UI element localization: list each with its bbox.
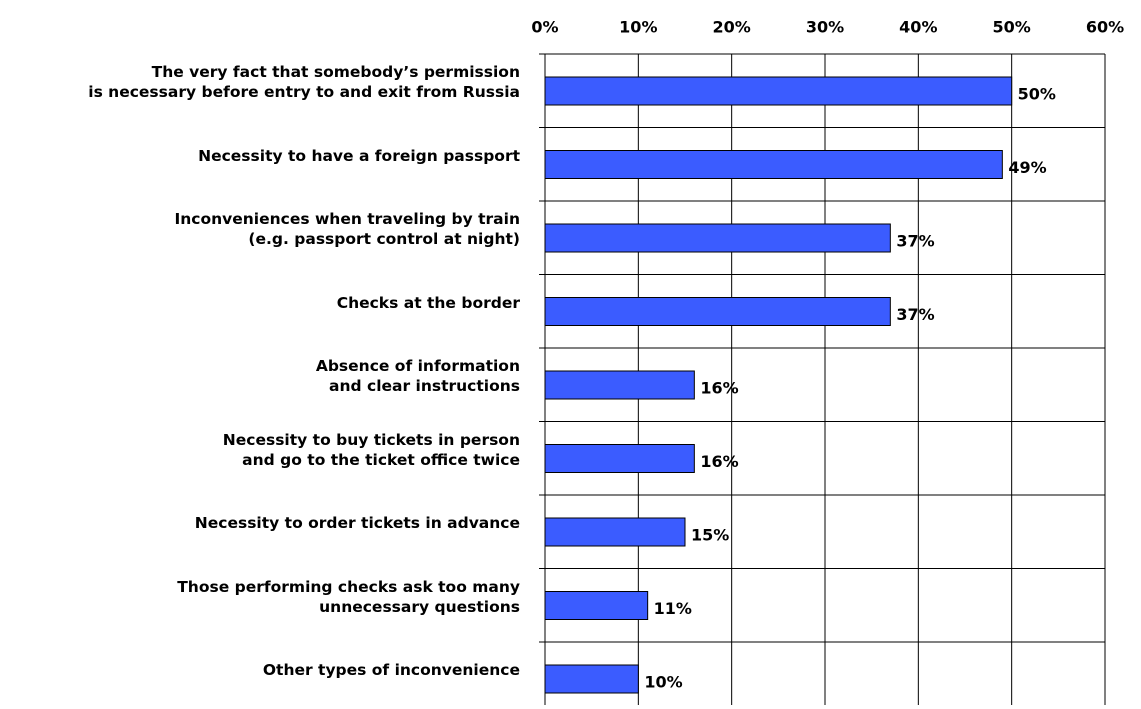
value-label: 16% bbox=[700, 379, 738, 398]
category-label: The very fact that somebody’s permission… bbox=[88, 63, 520, 101]
x-tick-label: 40% bbox=[899, 18, 937, 37]
x-tick-label: 10% bbox=[619, 18, 657, 37]
bar bbox=[544, 370, 695, 400]
category-label: Checks at the border bbox=[336, 293, 520, 312]
category-label: Those performing checks ask too many unn… bbox=[177, 577, 520, 616]
x-tick-label: 20% bbox=[713, 18, 751, 37]
category-label: Necessity to order tickets in advance bbox=[194, 514, 520, 532]
bar bbox=[544, 591, 649, 620]
value-label: 50% bbox=[1018, 85, 1056, 104]
category-label: Other types of inconvenience bbox=[262, 661, 520, 679]
value-label: 10% bbox=[644, 673, 682, 692]
bar bbox=[544, 150, 1003, 179]
bar bbox=[544, 297, 891, 326]
x-tick-label: 0% bbox=[531, 18, 558, 37]
x-tick-label: 60% bbox=[1086, 18, 1124, 37]
x-tick-label: 50% bbox=[993, 18, 1031, 37]
category-label: Inconveniences when traveling by train (… bbox=[174, 210, 520, 248]
bar bbox=[544, 223, 891, 253]
category-label: Necessity to have a foreign passport bbox=[198, 146, 520, 165]
bar bbox=[544, 444, 695, 473]
bar bbox=[544, 76, 1013, 106]
category-label: Necessity to buy tickets in person and g… bbox=[222, 430, 520, 469]
value-label: 49% bbox=[1008, 158, 1046, 177]
x-tick-label: 30% bbox=[806, 18, 844, 37]
value-label: 16% bbox=[700, 452, 738, 471]
bar bbox=[544, 664, 639, 694]
value-label: 37% bbox=[896, 305, 934, 324]
value-label: 15% bbox=[691, 526, 729, 545]
value-label: 11% bbox=[654, 599, 692, 618]
bar bbox=[544, 517, 686, 547]
value-label: 37% bbox=[896, 232, 934, 251]
category-label: Absence of information and clear instruc… bbox=[315, 357, 520, 395]
